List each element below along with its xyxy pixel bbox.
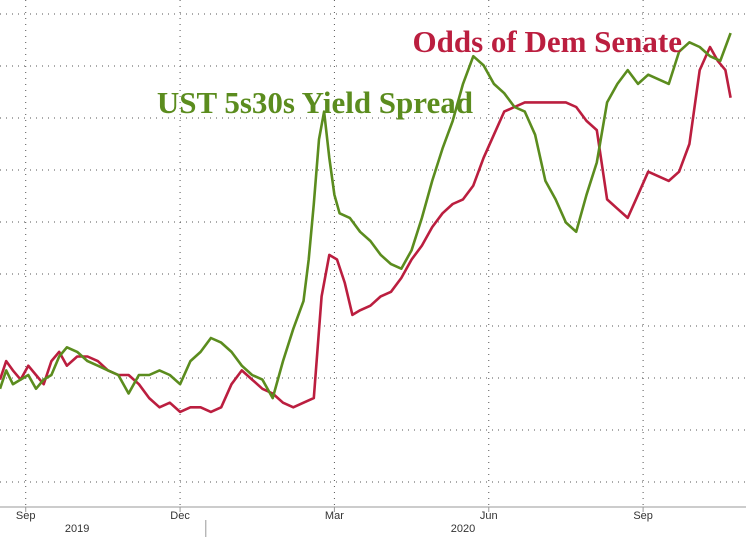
x-tick-label: Mar bbox=[325, 510, 344, 522]
series-label-ust-5s30s: UST 5s30s Yield Spread bbox=[157, 85, 473, 120]
x-tick-label: Sep bbox=[16, 510, 36, 522]
series-line-ust-5s30s bbox=[0, 32, 732, 400]
x-axis-ticks: Sep Dec Mar Jun Sep 2019 2020 bbox=[16, 507, 653, 537]
year-label: 2019 bbox=[65, 523, 89, 535]
grid bbox=[0, 0, 746, 505]
x-tick-label: Dec bbox=[170, 510, 190, 522]
year-label: 2020 bbox=[451, 523, 475, 535]
x-tick-label: Jun bbox=[480, 510, 498, 522]
series-label-odds-dem-senate: Odds of Dem Senate bbox=[412, 24, 682, 59]
x-tick-label: Sep bbox=[633, 510, 653, 522]
series-line-odds-dem-senate bbox=[0, 45, 732, 414]
series-group bbox=[0, 32, 732, 414]
